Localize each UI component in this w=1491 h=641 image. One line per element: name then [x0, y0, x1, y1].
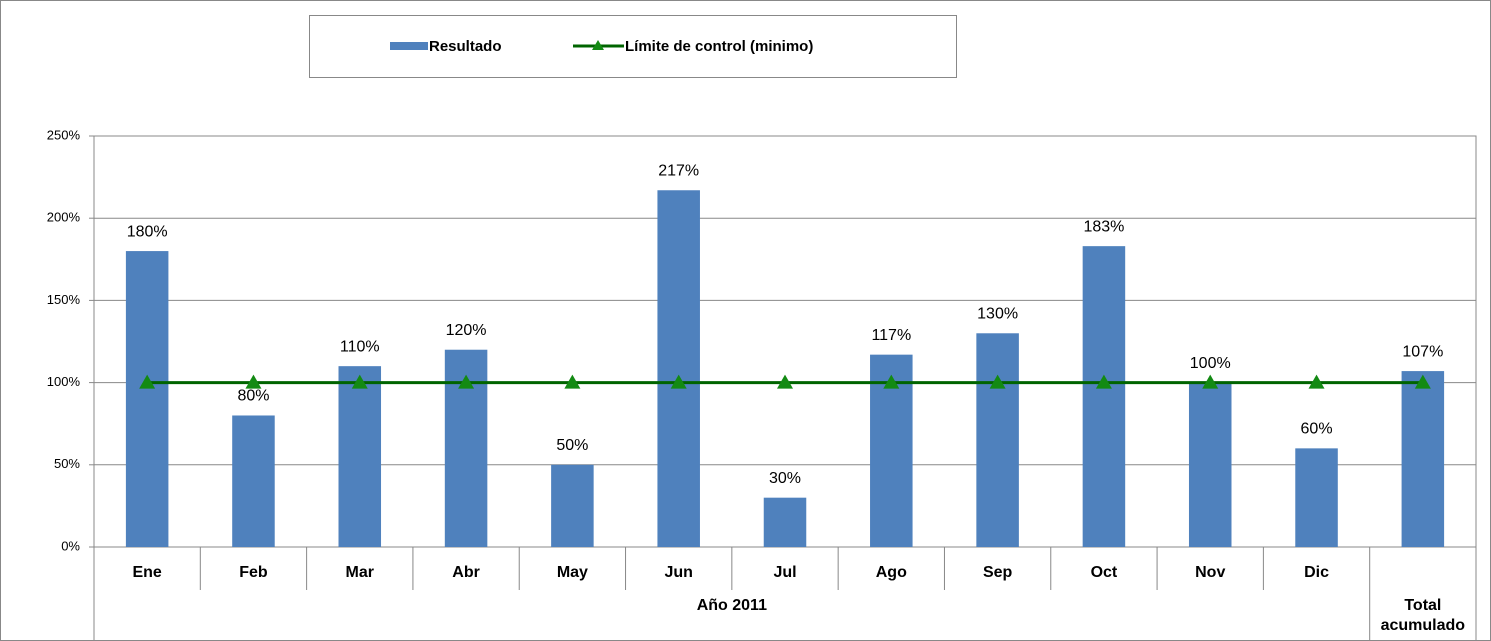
bar	[338, 366, 382, 547]
y-tick-label: 150%	[47, 292, 81, 307]
x-tick-label-line: Total	[1404, 597, 1441, 614]
bar	[551, 464, 594, 547]
marker	[1095, 374, 1112, 389]
marker	[1308, 374, 1325, 389]
data-label: 120%	[446, 322, 487, 339]
x-tick-label: Ene	[132, 564, 161, 581]
bar	[657, 190, 700, 547]
marker	[351, 374, 368, 389]
x-tick-label: Mar	[346, 564, 374, 581]
data-label: 117%	[871, 327, 911, 344]
data-label: 60%	[1301, 421, 1333, 438]
data-label: 107%	[1402, 343, 1443, 360]
bar	[763, 497, 807, 547]
y-tick-label: 200%	[47, 210, 81, 225]
x-tick-label: Abr	[452, 564, 480, 581]
data-label: 30%	[769, 470, 801, 487]
y-tick-label: 0%	[61, 538, 80, 553]
x-tick-label: Oct	[1091, 564, 1118, 581]
data-label: 110%	[340, 338, 380, 355]
marker	[245, 374, 262, 389]
data-label: 217%	[658, 162, 699, 179]
marker	[564, 374, 581, 389]
data-label: 100%	[1190, 355, 1231, 372]
x-tick-label: Jun	[664, 564, 692, 581]
bar	[1188, 382, 1232, 547]
x-tick-label: Nov	[1195, 564, 1225, 581]
x-tick-label: Jul	[773, 564, 796, 581]
x-tick-label: Ago	[876, 564, 907, 581]
bar	[1082, 246, 1126, 547]
legend-label: Límite de control (minimo)	[625, 38, 813, 55]
data-label: 50%	[556, 437, 588, 454]
bar	[976, 333, 1019, 547]
marker	[670, 374, 687, 389]
marker	[139, 374, 156, 389]
bar	[125, 251, 169, 547]
data-label: 130%	[977, 305, 1018, 322]
bar	[232, 415, 275, 547]
marker	[883, 374, 900, 389]
x-tick-label-line: acumulado	[1381, 617, 1466, 634]
y-tick-label: 250%	[47, 127, 81, 142]
x-tick-label: Dic	[1304, 564, 1329, 581]
data-label: 180%	[127, 223, 168, 240]
legend-marker	[592, 40, 604, 50]
marker	[777, 374, 793, 389]
data-label: 80%	[237, 388, 269, 405]
legend-label: Resultado	[429, 38, 502, 55]
x-tick-label: Sep	[983, 564, 1013, 581]
bar	[1295, 448, 1338, 547]
data-label: 183%	[1083, 218, 1124, 235]
marker	[989, 374, 1006, 389]
x-group-label: Año 2011	[697, 597, 767, 614]
marker	[1202, 374, 1219, 389]
marker	[458, 374, 475, 389]
y-tick-label: 100%	[47, 374, 81, 389]
y-tick-label: 50%	[54, 456, 80, 471]
x-tick-label: Feb	[239, 564, 268, 581]
x-tick-label: May	[557, 564, 588, 581]
legend-swatch	[390, 42, 428, 50]
x-tick-label: Total acumulado	[1381, 597, 1466, 634]
bar	[1401, 371, 1445, 547]
marker	[1414, 374, 1431, 389]
